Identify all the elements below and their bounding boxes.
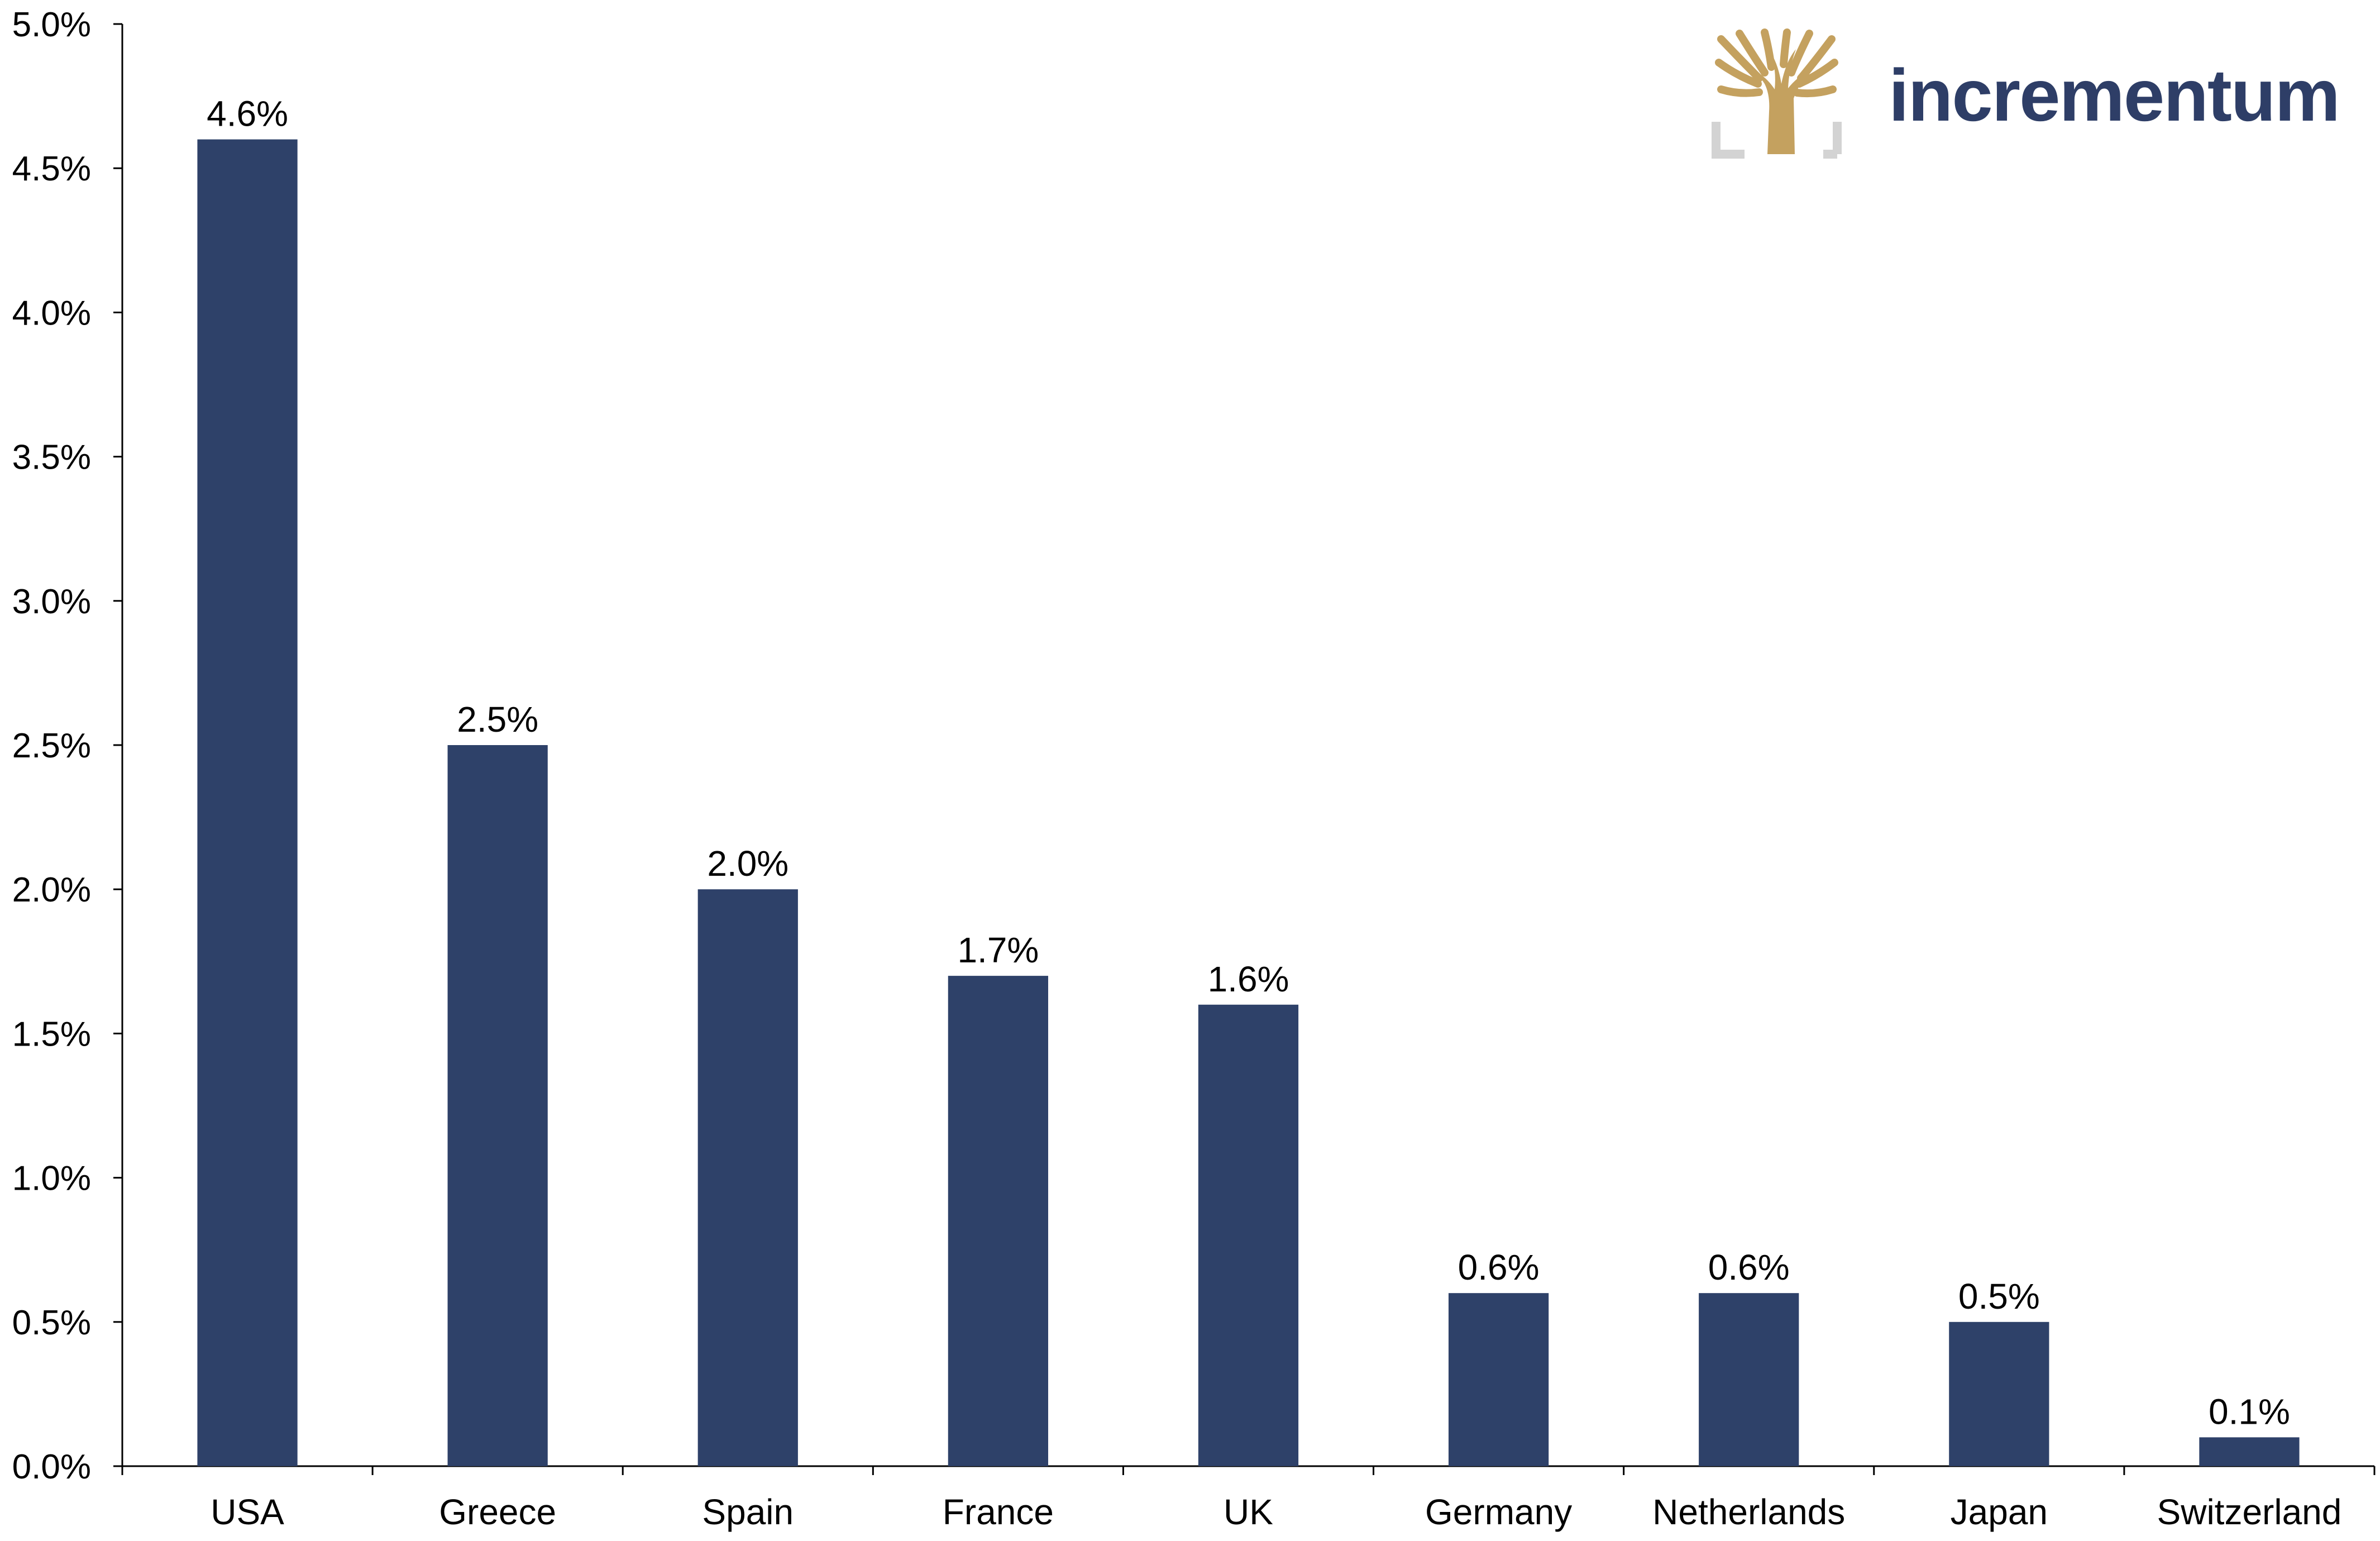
bar — [948, 976, 1049, 1466]
bar — [197, 139, 298, 1466]
x-category-label: Germany — [1425, 1492, 1572, 1532]
bar — [1198, 1004, 1299, 1466]
bars — [197, 139, 2300, 1466]
bar-value-label: 0.6% — [1458, 1247, 1540, 1287]
x-category-label: Spain — [702, 1492, 794, 1532]
y-tick-label: 4.0% — [12, 294, 91, 332]
bar — [447, 745, 548, 1466]
bar-value-label: 0.1% — [2209, 1391, 2290, 1432]
x-category-label: France — [943, 1492, 1054, 1532]
y-tick-label: 1.5% — [12, 1015, 91, 1053]
emblem-trunk — [1756, 49, 1809, 154]
y-tick-label: 3.0% — [12, 583, 91, 621]
bar-value-label: 0.5% — [1958, 1276, 2040, 1316]
x-category-label: Japan — [1951, 1492, 2048, 1532]
data-labels: 4.6% 2.5% 2.0% 1.7% 1.6% 0.6% 0.6% 0.5% 0.1% — [207, 94, 2290, 1432]
y-tick-label: 1.0% — [12, 1160, 91, 1198]
y-tick-label: 2.5% — [12, 727, 91, 765]
bar — [2199, 1437, 2300, 1466]
emblem-frame — [1712, 122, 1842, 159]
y-tick-label: 2.0% — [12, 871, 91, 909]
y-tick-label: 0.0% — [12, 1448, 91, 1486]
x-category-label: Netherlands — [1652, 1492, 1845, 1532]
incrementum-logo: incrementum — [1712, 28, 2340, 159]
bar — [1949, 1321, 2049, 1466]
x-category-label: USA — [211, 1492, 284, 1532]
bar-value-label: 4.6% — [207, 94, 288, 134]
y-tick-label: 0.5% — [12, 1304, 91, 1342]
x-category-label: UK — [1224, 1492, 1273, 1532]
bar-value-label: 1.7% — [957, 930, 1039, 970]
emblem-branches — [1715, 28, 1838, 98]
y-tick-label: 4.5% — [12, 150, 91, 188]
y-axis: 0.0% 0.5% 1.0% 1.5% 2.0% 2.5% 3.0% 3.5% 4.0% 4.5%… — [12, 6, 123, 1486]
x-axis: USA Greece Spain France UK Germany Netherlands… — [121, 1465, 2376, 1532]
brand-name: incrementum — [1889, 54, 2339, 136]
bar-value-label: 1.6% — [1208, 959, 1289, 999]
bar-value-label: 2.0% — [707, 843, 788, 884]
bar — [1699, 1293, 1799, 1466]
tree-emblem-icon — [1712, 28, 1842, 159]
x-category-label: Switzerland — [2157, 1492, 2342, 1532]
bar-value-label: 0.6% — [1708, 1247, 1790, 1287]
x-category-label: Greece — [439, 1492, 556, 1532]
bar — [697, 889, 798, 1466]
bar — [1448, 1293, 1549, 1466]
y-tick-label: 5.0% — [12, 6, 91, 44]
bar-value-label: 2.5% — [457, 699, 538, 740]
y-tick-label: 3.5% — [12, 438, 91, 477]
